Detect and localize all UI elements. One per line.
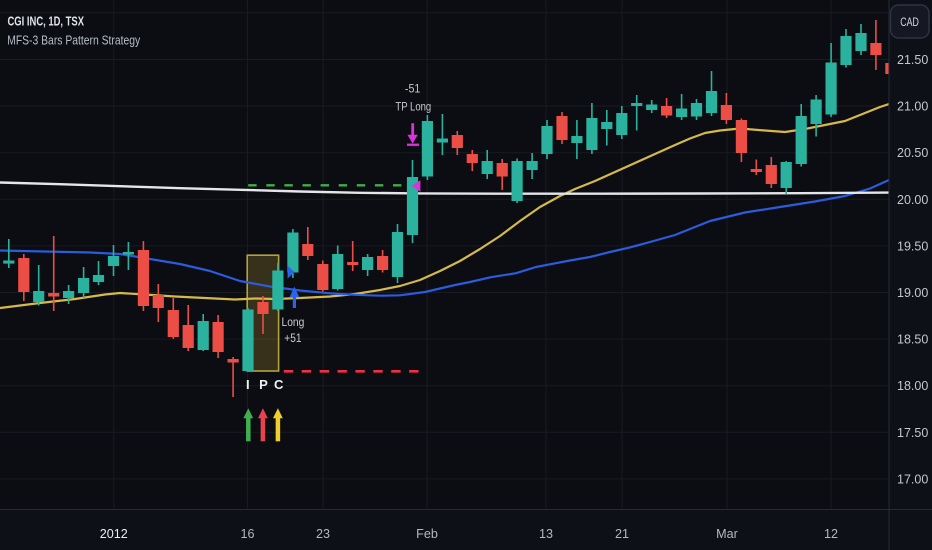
svg-text:TP Long: TP Long <box>395 99 431 113</box>
svg-text:18.00: 18.00 <box>897 379 928 393</box>
svg-text:P: P <box>259 377 268 392</box>
svg-text:18.50: 18.50 <box>897 333 928 347</box>
svg-text:Feb: Feb <box>416 527 438 541</box>
svg-text:Long: Long <box>282 315 305 329</box>
svg-text:17.00: 17.00 <box>897 472 928 486</box>
svg-text:19.00: 19.00 <box>897 286 928 300</box>
svg-text:21.00: 21.00 <box>897 100 928 114</box>
svg-text:16: 16 <box>240 527 254 541</box>
svg-text:CAD: CAD <box>900 15 919 29</box>
svg-text:12: 12 <box>824 527 838 541</box>
svg-text:20.50: 20.50 <box>897 146 928 160</box>
svg-text:23: 23 <box>316 527 330 541</box>
svg-text:I: I <box>246 377 250 392</box>
svg-text:17.50: 17.50 <box>897 426 928 440</box>
svg-text:CGI INC, 1D, TSX: CGI INC, 1D, TSX <box>8 13 85 28</box>
svg-text:-51: -51 <box>405 81 421 95</box>
svg-text:MFS-3 Bars Pattern Strategy: MFS-3 Bars Pattern Strategy <box>7 33 140 48</box>
svg-text:+51: +51 <box>284 331 301 345</box>
svg-text:19.50: 19.50 <box>897 239 928 253</box>
svg-text:2012: 2012 <box>100 527 128 541</box>
svg-text:Mar: Mar <box>716 527 738 541</box>
svg-text:21.50: 21.50 <box>897 53 928 67</box>
svg-text:20.00: 20.00 <box>897 193 928 207</box>
svg-text:C: C <box>274 377 284 392</box>
svg-text:13: 13 <box>539 527 553 541</box>
svg-text:21: 21 <box>615 527 629 541</box>
